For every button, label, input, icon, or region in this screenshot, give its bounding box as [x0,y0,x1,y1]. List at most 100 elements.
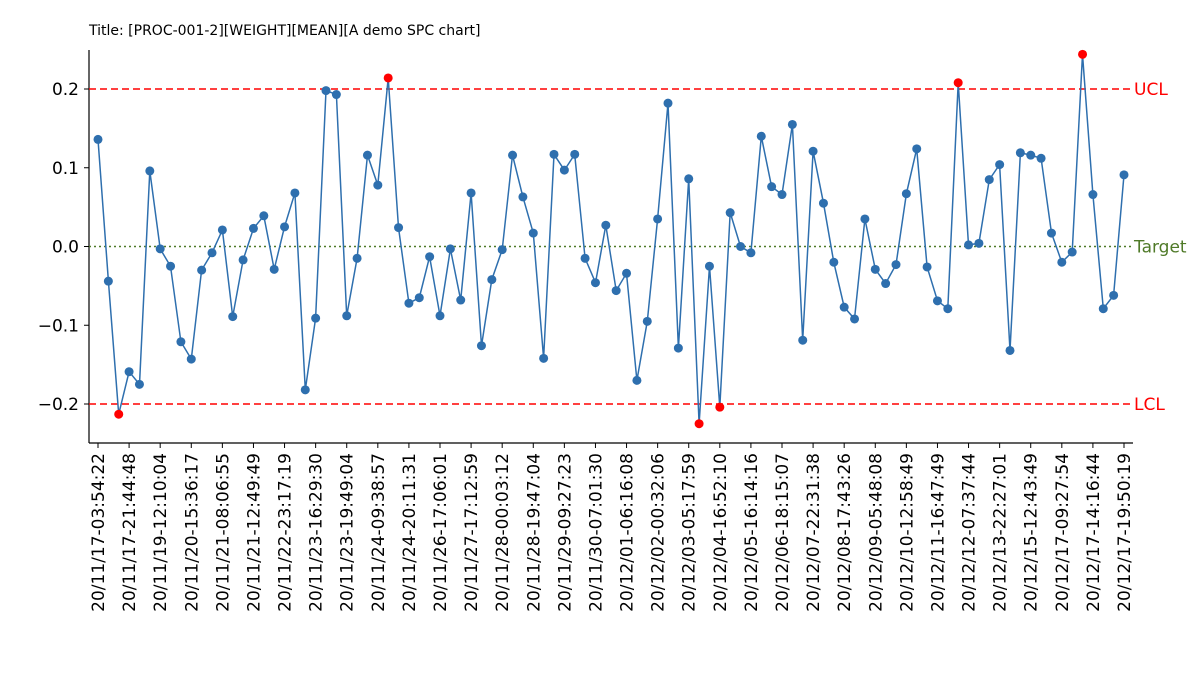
data-point [912,144,922,154]
data-point [352,253,362,263]
data-point [984,175,994,185]
data-point [539,353,549,363]
x-tick-label: 20/11/20-15:36:17 [182,453,202,612]
x-tick-label: 20/12/15-12:43:49 [1022,453,1042,612]
data-point [673,343,683,353]
data-point [736,242,746,251]
data-point [404,298,414,308]
x-tick-label: 20/12/12-07:37:44 [960,453,980,612]
data-point [155,244,165,254]
data-point [818,198,828,208]
x-tick-label: 20/11/21-08:06:55 [213,453,233,612]
x-tick-label: 20/11/29-09:27:23 [555,453,575,612]
data-point [995,160,1005,170]
data-point [787,119,797,129]
data-point [197,265,207,275]
x-tick-label: 20/11/28-00:03:12 [493,453,513,612]
x-tick-label: 20/12/09-05:48:08 [866,453,886,612]
data-point [1015,148,1025,158]
x-tick-label: 20/11/26-17:06:01 [431,453,451,612]
data-point [186,354,196,364]
data-point [570,149,580,159]
x-tick-label: 20/12/08-17:43:26 [835,453,855,612]
x-tick-label: 20/12/17-19:50:19 [1115,453,1135,612]
x-tick-label: 20/11/23-16:29:30 [307,453,327,612]
data-point [497,245,507,255]
x-tick-label: 20/12/04-16:52:10 [711,453,731,612]
data-point [362,150,372,160]
data-point [632,375,642,385]
data-point [860,214,870,224]
data-point [839,302,849,312]
data-point [238,255,248,265]
out-of-control-point [1078,49,1088,59]
x-tick-label: 20/11/17-03:54:22 [89,453,109,612]
data-point [901,189,911,199]
data-point [321,86,331,96]
data-point [134,379,144,389]
data-point [228,312,238,322]
data-point [622,268,632,278]
data-point [1026,150,1036,160]
y-tick-label: 0.2 [52,80,79,100]
data-point [414,293,424,303]
data-point [435,311,445,321]
x-tick-label: 20/12/05-16:14:16 [742,453,762,612]
data-point [1119,170,1129,180]
data-point [269,264,279,274]
data-point [259,211,269,221]
out-of-control-point [114,409,124,419]
data-point [943,304,953,314]
data-point [559,165,569,175]
data-point [124,367,134,377]
data-point [331,90,341,100]
data-point [456,295,466,305]
data-point [445,244,455,254]
data-point [1088,190,1098,200]
data-point [207,248,217,258]
y-tick-label: 0.0 [52,238,79,258]
data-point [725,208,735,218]
data-point [974,238,984,248]
y-tick-label: −0.1 [38,316,79,336]
data-point [767,182,777,192]
data-point [746,248,756,258]
data-point [829,257,839,267]
chart-title: Title: [PROC-001-2][WEIGHT][MEAN][A demo… [89,23,481,39]
data-point [1067,247,1077,257]
data-point [601,220,611,230]
data-point [425,252,435,262]
data-point [1057,257,1067,267]
x-tick-label: 20/11/28-19:47:04 [524,453,544,612]
data-point [373,180,383,190]
data-point [881,279,891,289]
data-point [1109,290,1119,300]
y-tick-label: −0.2 [38,395,79,415]
data-point [248,223,258,233]
x-tick-label: 20/12/17-09:27:54 [1053,453,1073,612]
data-point [964,240,974,250]
data-point [93,134,103,144]
x-tick-label: 20/12/07-22:31:38 [804,453,824,612]
data-point [280,222,290,232]
out-of-control-point [383,73,393,83]
data-point [394,223,404,233]
data-point [850,314,860,324]
out-of-control-point [694,419,704,429]
data-point [311,313,321,323]
x-tick-label: 20/12/13-22:27:01 [991,453,1011,612]
data-point [1036,153,1046,163]
x-tick-label: 20/11/24-20:11:31 [400,453,420,612]
control-label-ucl: UCL [1134,80,1168,100]
data-point [808,146,818,156]
data-point [342,311,352,321]
x-tick-label: 20/12/06-18:15:07 [773,453,793,612]
x-tick-label: 20/11/22-23:17:19 [276,453,296,612]
data-point [487,275,497,285]
x-tick-label: 20/12/01-06:16:08 [618,453,638,612]
data-point [1046,228,1056,238]
data-point [508,150,518,160]
data-point [704,261,714,271]
x-tick-label: 20/11/30-07:01:30 [586,453,606,612]
